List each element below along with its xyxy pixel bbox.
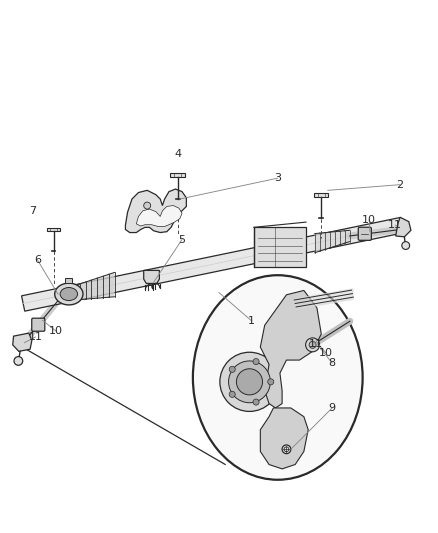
FancyBboxPatch shape <box>358 227 371 240</box>
Polygon shape <box>260 408 308 469</box>
Text: 2: 2 <box>396 180 403 190</box>
Circle shape <box>229 361 270 403</box>
Polygon shape <box>396 217 411 237</box>
FancyBboxPatch shape <box>314 193 328 197</box>
Text: 10: 10 <box>49 326 63 336</box>
Circle shape <box>237 369 262 395</box>
Ellipse shape <box>60 287 78 301</box>
Text: 9: 9 <box>328 403 336 413</box>
Polygon shape <box>21 217 403 311</box>
Text: 1: 1 <box>248 316 255 326</box>
Text: 11: 11 <box>309 339 323 349</box>
Circle shape <box>144 202 151 209</box>
Text: 4: 4 <box>174 149 181 159</box>
FancyBboxPatch shape <box>254 228 306 266</box>
FancyBboxPatch shape <box>170 173 185 177</box>
Text: 8: 8 <box>328 358 336 368</box>
FancyBboxPatch shape <box>65 278 72 283</box>
Text: 3: 3 <box>274 173 281 183</box>
Text: 11: 11 <box>388 220 402 230</box>
Polygon shape <box>62 272 115 301</box>
Text: 10: 10 <box>362 215 376 225</box>
Circle shape <box>220 352 279 411</box>
Text: 5: 5 <box>179 235 186 245</box>
Circle shape <box>229 366 235 373</box>
Polygon shape <box>125 189 186 232</box>
Circle shape <box>253 359 259 365</box>
Polygon shape <box>136 206 182 227</box>
Circle shape <box>306 338 320 352</box>
Polygon shape <box>13 333 32 351</box>
Text: 6: 6 <box>34 255 41 265</box>
FancyBboxPatch shape <box>47 228 60 231</box>
Circle shape <box>309 341 316 349</box>
Polygon shape <box>144 270 159 284</box>
Circle shape <box>282 445 291 454</box>
Circle shape <box>229 391 235 398</box>
Ellipse shape <box>55 283 83 305</box>
Circle shape <box>253 399 259 405</box>
Ellipse shape <box>193 275 363 480</box>
Circle shape <box>14 357 23 365</box>
Text: 7: 7 <box>29 206 36 216</box>
Polygon shape <box>315 230 350 253</box>
Text: 10: 10 <box>318 348 332 358</box>
Circle shape <box>402 241 410 249</box>
Polygon shape <box>260 290 321 408</box>
FancyBboxPatch shape <box>32 318 45 331</box>
Circle shape <box>268 379 274 385</box>
Text: 11: 11 <box>28 332 42 342</box>
